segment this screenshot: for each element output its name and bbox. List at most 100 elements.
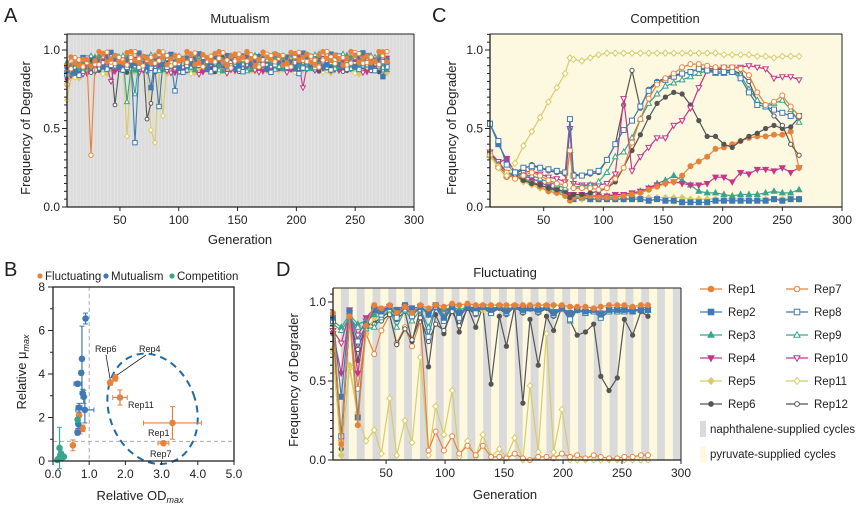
- data-point: [292, 66, 298, 72]
- y-tick-label: 0.5: [466, 122, 483, 136]
- y-tick-label: 0.5: [309, 374, 326, 388]
- data-point: [393, 323, 401, 330]
- data-point: [597, 311, 604, 318]
- legend-label: Rep2: [728, 307, 756, 319]
- data-point: [360, 55, 366, 61]
- naphthalene-band: [467, 288, 476, 460]
- data-point: [662, 75, 669, 82]
- data-point: [331, 64, 339, 71]
- data-point: [159, 112, 167, 120]
- panel-d-series: [329, 300, 652, 464]
- data-point: [280, 62, 286, 68]
- data-point: [370, 426, 378, 434]
- data-point: [562, 169, 569, 176]
- data-point: [630, 332, 636, 338]
- data-point: [598, 373, 604, 379]
- data-point: [449, 433, 456, 440]
- data-point: [695, 49, 703, 57]
- x-tick-label: 4.0: [189, 467, 206, 481]
- data-point: [597, 303, 604, 310]
- data-point: [621, 302, 628, 309]
- data-point: [228, 65, 234, 71]
- naphthalene-band: [514, 288, 523, 460]
- data-point: [503, 302, 510, 309]
- data-point: [147, 126, 155, 134]
- scatter-point: [111, 374, 119, 382]
- data-point: [264, 65, 270, 72]
- point-marker: [69, 442, 77, 449]
- data-point: [779, 131, 786, 138]
- data-point: [300, 54, 306, 60]
- legend-item-rep2: Rep2: [700, 307, 756, 319]
- data-point: [148, 60, 154, 66]
- data-point: [96, 61, 102, 68]
- data-point: [354, 338, 361, 345]
- data-point: [200, 51, 206, 58]
- data-point: [586, 54, 594, 62]
- data-point: [88, 152, 94, 158]
- label-leader: [117, 354, 147, 376]
- data-point: [537, 182, 543, 188]
- data-point: [527, 316, 533, 323]
- legend-label: Mutualism: [111, 271, 163, 283]
- data-point: [316, 52, 322, 58]
- data-point: [503, 171, 511, 180]
- data-point: [292, 50, 298, 57]
- data-point: [661, 135, 669, 142]
- data-point: [763, 125, 769, 132]
- data-point: [745, 171, 753, 179]
- data-point: [662, 94, 669, 100]
- point-marker: [111, 374, 119, 382]
- data-point: [424, 323, 433, 330]
- legend-marker: [793, 376, 801, 386]
- data-point: [332, 60, 338, 67]
- data-point: [95, 64, 103, 71]
- data-point: [425, 333, 432, 340]
- data-point: [567, 303, 574, 310]
- x-tick-label: 300: [671, 466, 691, 480]
- data-point: [678, 180, 686, 188]
- data-point: [611, 152, 619, 160]
- data-point: [433, 321, 439, 327]
- data-point: [188, 51, 194, 57]
- data-point: [745, 197, 752, 204]
- data-point: [347, 64, 355, 71]
- pyruvate-label: pyruvate-supplied cycles: [710, 449, 836, 461]
- data-point: [519, 142, 527, 150]
- data-point: [753, 64, 761, 72]
- data-point: [728, 191, 736, 199]
- data-point: [362, 437, 370, 445]
- label-rep11: Rep11: [128, 400, 154, 410]
- data-point: [268, 69, 274, 76]
- data-point: [720, 197, 727, 204]
- x-tick-label: 150: [653, 213, 673, 227]
- data-point: [379, 63, 387, 70]
- data-point: [215, 66, 223, 73]
- data-point: [595, 50, 603, 59]
- data-point: [537, 164, 544, 171]
- data-point: [779, 109, 786, 116]
- data-point: [670, 78, 678, 86]
- data-point: [494, 164, 502, 172]
- data-point: [574, 452, 581, 459]
- data-point: [686, 182, 695, 190]
- data-point: [72, 69, 78, 75]
- data-point: [737, 197, 744, 204]
- cycle-legend: naphthalene-supplied cycles pyruvate-sup…: [700, 421, 855, 462]
- legend-label: Rep12: [814, 399, 848, 411]
- data-point: [711, 188, 720, 196]
- data-point: [488, 381, 494, 387]
- data-point: [795, 77, 803, 84]
- data-point: [464, 300, 471, 307]
- legend-label: Rep6: [728, 399, 756, 411]
- naphthalene-band: [672, 288, 681, 460]
- data-point: [679, 91, 685, 97]
- data-point: [248, 55, 254, 62]
- data-point: [603, 168, 611, 175]
- panel-d-ylabel: Frequency of Degrader: [286, 312, 301, 446]
- panel-a-ylabel: Frequency of Degrader: [18, 60, 33, 194]
- data-point: [100, 50, 106, 57]
- data-point: [535, 362, 541, 368]
- data-point: [787, 112, 794, 119]
